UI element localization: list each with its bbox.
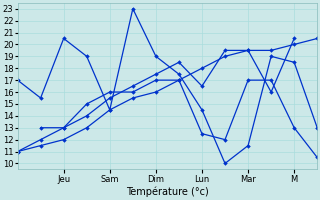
X-axis label: Température (°c): Température (°c) — [126, 187, 209, 197]
